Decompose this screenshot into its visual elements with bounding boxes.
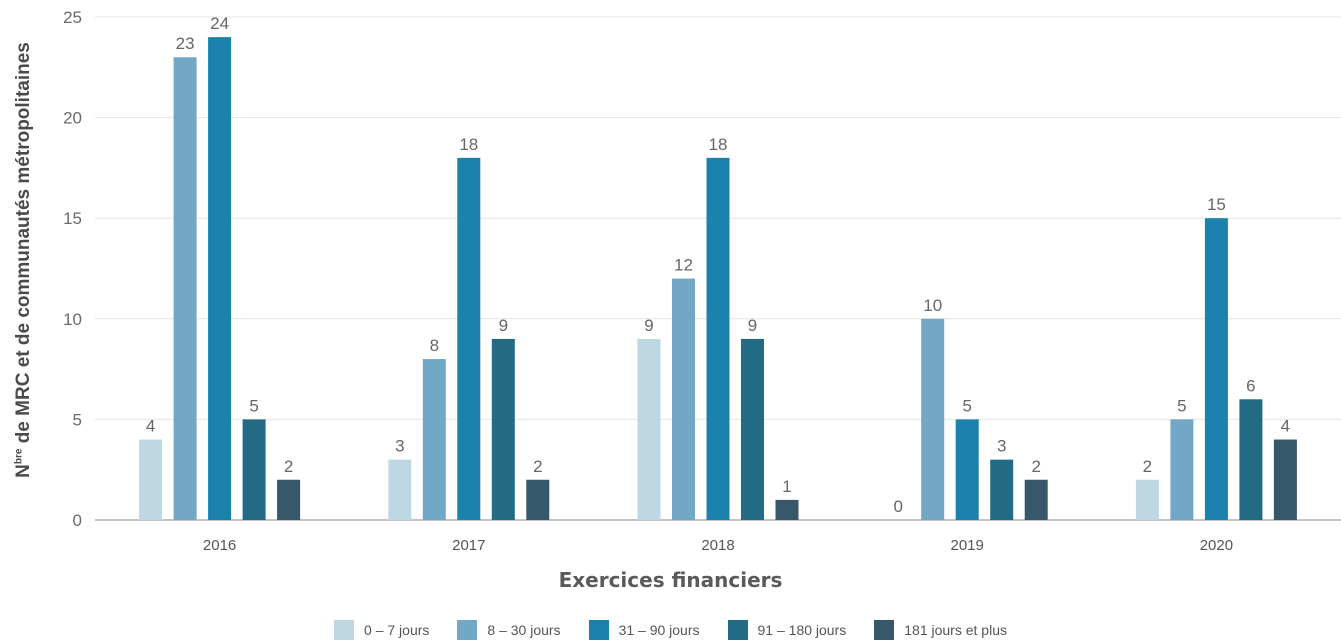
data-label: 5 (962, 396, 971, 415)
data-label: 23 (176, 34, 195, 53)
data-label: 10 (923, 296, 942, 315)
data-label: 4 (1281, 417, 1290, 436)
bar (491, 338, 515, 520)
bar (422, 359, 446, 520)
bar (526, 479, 550, 520)
legend-swatch (874, 620, 895, 640)
bar (921, 318, 945, 520)
data-label: 15 (1207, 195, 1226, 214)
data-label: 1 (782, 477, 791, 496)
data-label: 24 (210, 14, 229, 33)
data-label: 6 (1246, 376, 1255, 395)
bar (1170, 419, 1194, 520)
data-label: 4 (146, 417, 155, 436)
bar (1024, 479, 1048, 520)
y-axis-title-superscript: bre (13, 448, 25, 465)
bar (1239, 399, 1263, 520)
y-tick-label: 10 (63, 310, 82, 329)
legend-swatch (588, 620, 609, 640)
data-label: 9 (499, 316, 508, 335)
x-tick-label: 2017 (452, 537, 485, 554)
legend-item: 31 – 90 jours (588, 620, 700, 640)
data-label: 3 (997, 437, 1006, 456)
data-label: 2 (284, 457, 293, 476)
y-tick-label: 15 (63, 209, 82, 228)
bar (990, 459, 1014, 520)
legend-swatch (727, 620, 748, 640)
bar (139, 439, 163, 520)
data-label: 2 (1143, 457, 1152, 476)
bar (208, 37, 232, 521)
legend-label: 91 – 180 jours (757, 622, 847, 638)
bar (277, 479, 301, 520)
x-tick-label: 2018 (701, 537, 734, 554)
bar (637, 338, 661, 520)
y-axis-title-prefix: N (13, 464, 34, 478)
data-label: 3 (395, 437, 404, 456)
bar (1135, 479, 1159, 520)
data-label: 0 (893, 497, 902, 516)
data-label: 2 (1031, 457, 1040, 476)
y-axis-title-text: de MRC et de communautés métropolitaines (13, 42, 34, 449)
legend-label: 181 jours et plus (904, 622, 1007, 638)
legend: 0 – 7 jours 8 – 30 jours 31 – 90 jours 91 –… (0, 620, 1341, 640)
y-tick-label: 5 (73, 410, 82, 429)
bar (955, 419, 979, 520)
data-label: 5 (249, 396, 258, 415)
bar (1273, 439, 1297, 520)
data-label: 2 (533, 457, 542, 476)
legend-label: 0 – 7 jours (364, 622, 430, 638)
bar (173, 57, 197, 521)
legend-item: 91 – 180 jours (727, 620, 847, 640)
bar (388, 459, 412, 520)
legend-swatch (334, 620, 355, 640)
bar (706, 157, 730, 520)
bar (242, 419, 266, 520)
data-label: 18 (709, 135, 728, 154)
data-label: 8 (430, 336, 439, 355)
y-tick-label: 25 (63, 8, 82, 27)
legend-item: 181 jours et plus (874, 620, 1007, 640)
x-tick-label: 2020 (1200, 537, 1233, 554)
legend-swatch (457, 620, 478, 640)
data-label: 9 (644, 316, 653, 335)
data-label: 18 (459, 135, 478, 154)
legend-item: 0 – 7 jours (334, 620, 429, 640)
bar (1204, 218, 1228, 520)
data-label: 5 (1177, 396, 1186, 415)
data-label: 12 (674, 256, 693, 275)
x-axis-title: Exercices financiers (558, 568, 783, 592)
data-label: 9 (748, 316, 757, 335)
x-tick-label: 2016 (203, 537, 236, 554)
y-tick-label: 0 (73, 511, 82, 530)
legend-label: 8 – 30 jours (487, 622, 561, 638)
bar (775, 499, 799, 520)
bar (741, 338, 764, 520)
bar (457, 157, 481, 520)
x-tick-label: 2019 (951, 537, 984, 554)
legend-label: 31 – 90 jours (618, 622, 700, 638)
bar (672, 278, 695, 520)
y-tick-label: 20 (63, 109, 82, 128)
legend-item: 8 – 30 jours (457, 620, 561, 640)
